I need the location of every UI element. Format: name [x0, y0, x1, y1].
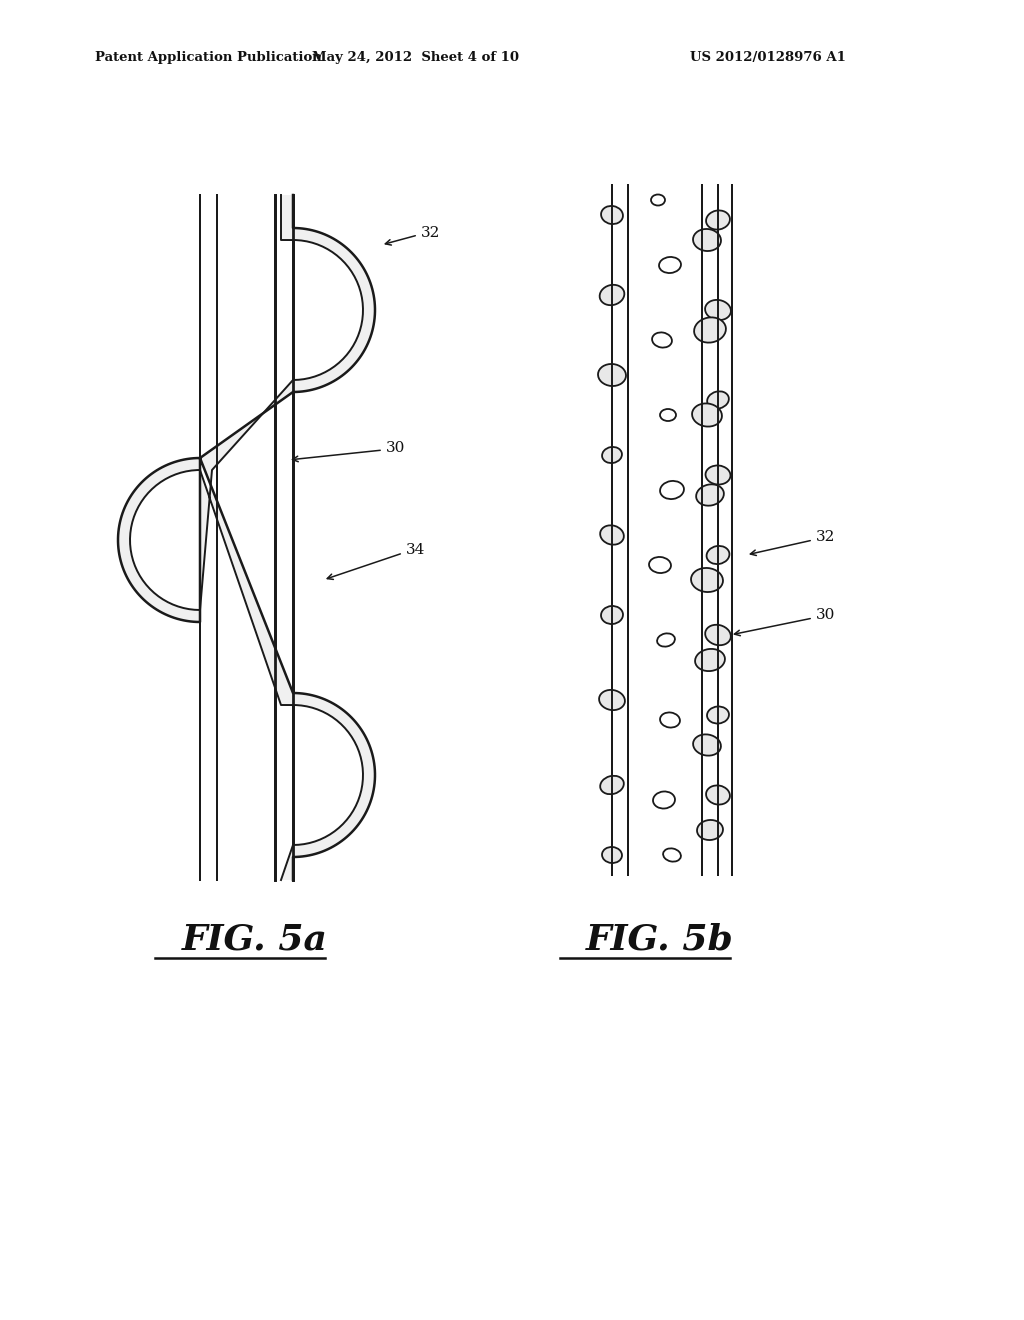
Ellipse shape: [708, 391, 729, 409]
Text: 30: 30: [816, 609, 836, 622]
Text: US 2012/0128976 A1: US 2012/0128976 A1: [690, 51, 846, 65]
Text: FIG. 5a: FIG. 5a: [182, 923, 328, 957]
Ellipse shape: [664, 849, 681, 862]
Text: Patent Application Publication: Patent Application Publication: [95, 51, 322, 65]
Ellipse shape: [707, 706, 729, 723]
Ellipse shape: [649, 557, 671, 573]
Ellipse shape: [693, 228, 721, 251]
Text: 30: 30: [386, 441, 406, 455]
Ellipse shape: [601, 606, 623, 624]
Ellipse shape: [694, 317, 726, 343]
Ellipse shape: [692, 404, 722, 426]
Ellipse shape: [598, 364, 626, 385]
Ellipse shape: [600, 776, 624, 795]
Ellipse shape: [602, 447, 622, 463]
Ellipse shape: [659, 257, 681, 273]
Ellipse shape: [706, 624, 731, 645]
Ellipse shape: [599, 690, 625, 710]
Ellipse shape: [660, 480, 684, 499]
Ellipse shape: [602, 847, 622, 863]
Text: May 24, 2012  Sheet 4 of 10: May 24, 2012 Sheet 4 of 10: [311, 51, 518, 65]
Text: 34: 34: [406, 543, 425, 557]
Polygon shape: [118, 195, 375, 880]
Ellipse shape: [657, 634, 675, 647]
Ellipse shape: [693, 734, 721, 755]
Ellipse shape: [706, 466, 730, 484]
Ellipse shape: [707, 785, 730, 805]
Ellipse shape: [660, 713, 680, 727]
Ellipse shape: [707, 210, 730, 230]
Ellipse shape: [600, 285, 625, 305]
Ellipse shape: [651, 194, 665, 206]
Ellipse shape: [660, 409, 676, 421]
Ellipse shape: [653, 792, 675, 809]
Ellipse shape: [707, 546, 729, 564]
Ellipse shape: [652, 333, 672, 347]
Ellipse shape: [600, 525, 624, 545]
Text: 32: 32: [421, 226, 440, 240]
Ellipse shape: [696, 484, 724, 506]
Ellipse shape: [697, 820, 723, 840]
Ellipse shape: [706, 300, 731, 321]
Text: FIG. 5b: FIG. 5b: [586, 923, 734, 957]
Ellipse shape: [601, 206, 623, 224]
Ellipse shape: [691, 568, 723, 593]
Text: 32: 32: [816, 531, 836, 544]
Ellipse shape: [695, 649, 725, 671]
